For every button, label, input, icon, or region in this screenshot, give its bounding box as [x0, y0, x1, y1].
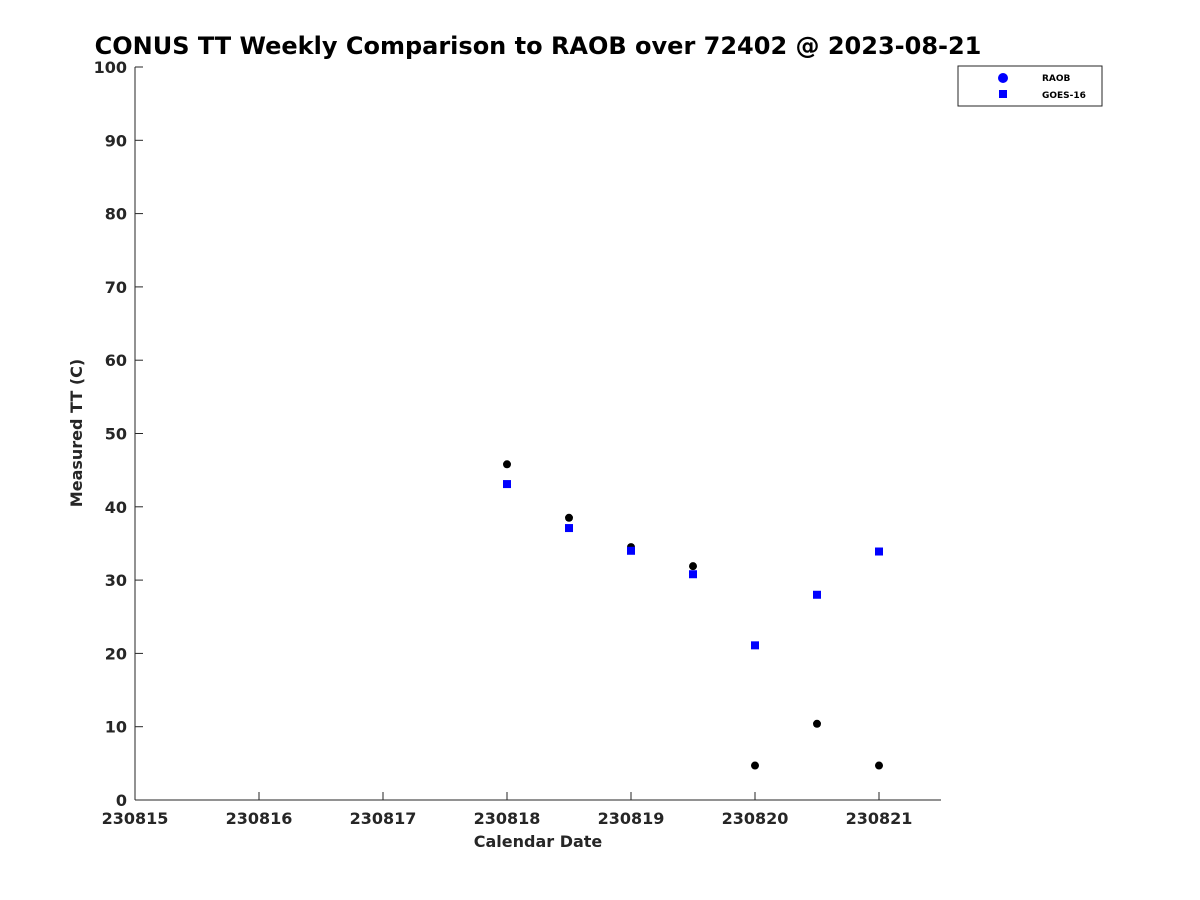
x-tick-label: 230819 [598, 809, 665, 828]
x-tick-label: 230815 [102, 809, 169, 828]
goes16-point [565, 524, 573, 533]
y-tick-label: 20 [105, 644, 127, 663]
goes16-point [751, 641, 759, 650]
y-tick-label: 90 [105, 131, 127, 150]
legend-goes16-label: GOES-16 [1042, 91, 1086, 101]
y-axis-ticks: 0 10 20 30 40 50 60 70 80 90 100 [94, 58, 143, 810]
goes16-point [689, 570, 697, 579]
legend-goes16-marker [999, 90, 1007, 98]
x-tick-label: 230817 [350, 809, 417, 828]
goes16-point [503, 480, 511, 489]
legend-raob-label: RAOB [1042, 74, 1071, 84]
y-tick-label: 80 [105, 205, 127, 224]
plot-axes [134, 67, 941, 801]
y-tick-label: 50 [105, 425, 127, 444]
goes16-point [875, 547, 883, 556]
raob-point [689, 562, 697, 571]
x-tick-label: 230816 [226, 809, 293, 828]
y-tick-label: 70 [105, 278, 127, 297]
goes16-point [627, 546, 635, 555]
x-tick-label: 230820 [722, 809, 789, 828]
y-tick-label: 100 [94, 58, 127, 77]
legend-raob-marker [998, 73, 1008, 83]
y-tick-label: 30 [105, 571, 127, 590]
raob-point [875, 761, 883, 770]
x-axis-label: Calendar Date [474, 832, 603, 851]
goes16-point [813, 590, 821, 599]
y-axis-label: Measured TT (C) [67, 359, 86, 507]
y-tick-label: 10 [105, 718, 127, 737]
x-tick-label: 230818 [474, 809, 541, 828]
y-tick-label: 40 [105, 498, 127, 517]
x-tick-label: 230821 [846, 809, 913, 828]
y-tick-label: 60 [105, 351, 127, 370]
raob-point [565, 513, 573, 522]
raob-point [751, 761, 759, 770]
raob-point [813, 719, 821, 728]
raob-point [503, 460, 511, 469]
x-axis-ticks: 230815 230816 230817 230818 230819 230820 2308… [102, 792, 913, 828]
data-markers [503, 460, 883, 770]
chart-title: CONUS TT Weekly Comparison to RAOB over … [95, 32, 982, 60]
legend: RAOB GOES-16 [957, 65, 1103, 107]
y-tick-label: 0 [116, 791, 127, 810]
legend-box [957, 65, 1103, 107]
